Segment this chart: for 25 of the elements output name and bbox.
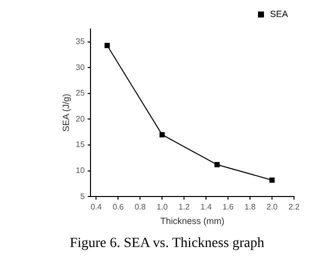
point bbox=[104, 42, 110, 48]
x-tick-label: 1.4 bbox=[200, 202, 212, 212]
y-tick-label: 25 bbox=[76, 88, 86, 98]
point bbox=[269, 177, 275, 183]
x-tick-label: 0.6 bbox=[112, 202, 124, 212]
y-tick-label: 5 bbox=[80, 192, 86, 201]
x-tick-label: 1.2 bbox=[178, 202, 190, 212]
x-tick-label: 0.8 bbox=[134, 202, 146, 212]
y-tick-label: 35 bbox=[76, 37, 86, 46]
x-tick-label: 1.0 bbox=[156, 202, 168, 212]
x-tick-label: 1.6 bbox=[222, 202, 234, 212]
y-tick-label: 30 bbox=[76, 62, 86, 72]
legend-label: SEA bbox=[270, 8, 288, 19]
point bbox=[214, 162, 220, 168]
y-tick-label: 10 bbox=[76, 166, 86, 176]
x-tick-label: 2.0 bbox=[266, 202, 278, 212]
x-tick-label: 1.8 bbox=[244, 202, 256, 212]
caption: Figure 6. SEA vs. Thickness graph bbox=[68, 236, 266, 252]
x-tick-label: 2.2 bbox=[288, 202, 300, 212]
y-axis-title: SEA (J/g) bbox=[60, 94, 71, 132]
x-tick-label: 0.4 bbox=[90, 202, 102, 212]
point bbox=[160, 132, 165, 138]
y-tick-label: 15 bbox=[76, 140, 86, 150]
y-tick-label: 20 bbox=[76, 114, 86, 124]
x-axis-title: Thickness (mm) bbox=[160, 216, 224, 226]
